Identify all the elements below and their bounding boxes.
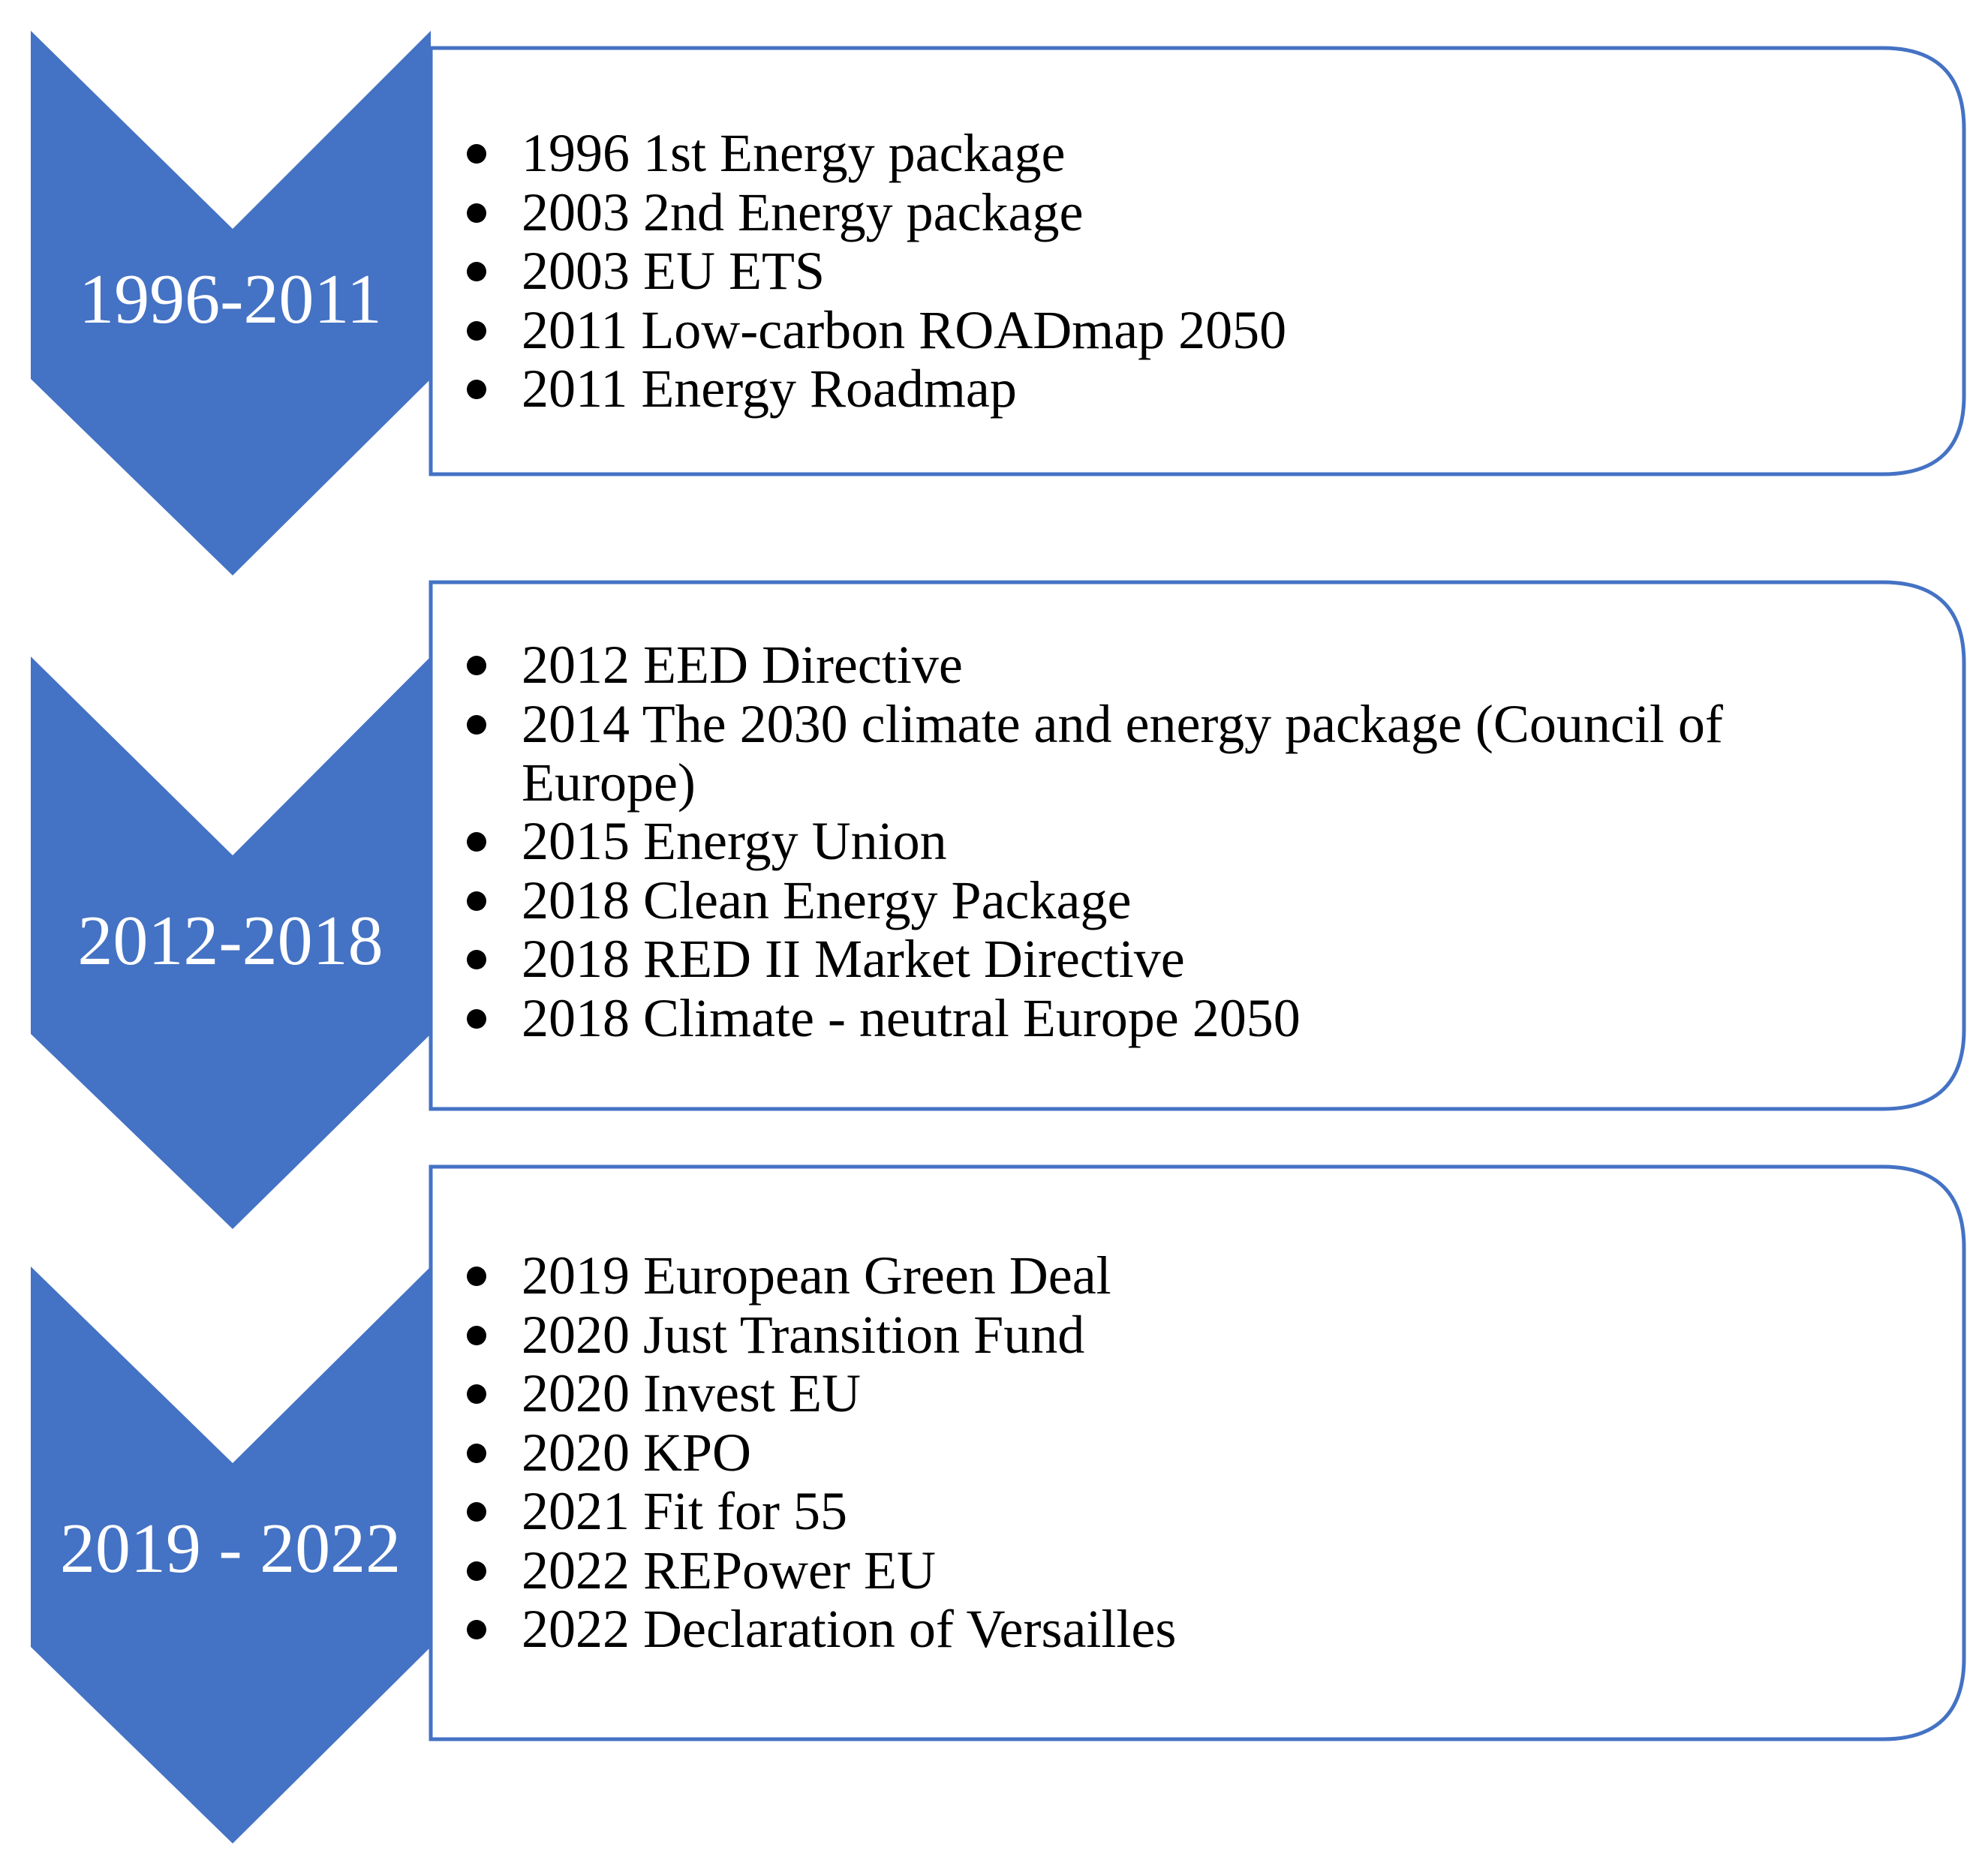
bullet-dot xyxy=(467,950,486,969)
bullet-dot xyxy=(467,832,486,852)
bullet-dot xyxy=(467,1326,486,1345)
event-item: 2012 EED Directive xyxy=(522,635,963,695)
event-line: 2020 Invest EU xyxy=(522,1363,861,1423)
event-list: 2012 EED Directive 2014 The 2030 climate… xyxy=(467,635,1723,1048)
bullet-dot xyxy=(467,1384,486,1404)
event-item: 2020 Just Transition Fund xyxy=(522,1305,1084,1365)
event-line: 2015 Energy Union xyxy=(522,811,947,871)
period-chevron xyxy=(31,657,431,1229)
event-line: 2020 KPO xyxy=(522,1423,751,1483)
event-line: 2012 EED Directive xyxy=(522,635,963,695)
period-label: 2012-2018 xyxy=(77,902,383,980)
event-line: 2014 The 2030 climate and energy package… xyxy=(522,694,1723,754)
event-item: 2020 Invest EU xyxy=(522,1363,861,1423)
event-item: 2018 Climate - neutral Europe 2050 xyxy=(522,988,1301,1048)
period-group: 2019 - 2022 2019 European Green Deal 202… xyxy=(31,1164,1966,1843)
event-line: 2003 EU ETS xyxy=(522,241,825,301)
period-label: 2019 - 2022 xyxy=(60,1510,401,1588)
event-item: 2003 EU ETS xyxy=(522,241,825,301)
bullet-dot xyxy=(467,1009,486,1029)
period-label: 1996-2011 xyxy=(79,260,382,338)
event-line: Europe) xyxy=(522,753,696,813)
period-group: 1996-2011 1996 1st Energy package 2003 2… xyxy=(31,31,1966,575)
event-item: 2014 The 2030 climate and energy package… xyxy=(522,694,1723,813)
events-box xyxy=(429,46,1966,476)
event-item: 2019 European Green Deal xyxy=(522,1246,1111,1306)
bullet-dot xyxy=(467,891,486,911)
bullet-dot xyxy=(467,262,486,281)
event-line: 2018 Clean Energy Package xyxy=(522,870,1131,930)
event-list: 2019 European Green Deal 2020 Just Trans… xyxy=(467,1246,1176,1659)
bullet-dot xyxy=(467,1561,486,1581)
bullet-dot xyxy=(467,1444,486,1463)
event-line: 2022 Declaration of Versailles xyxy=(522,1599,1176,1659)
event-item: 2018 RED II Market Directive xyxy=(522,929,1185,989)
period-group: 2012-2018 2012 EED Directive 2014 The 20… xyxy=(31,580,1966,1229)
event-item: 2018 Clean Energy Package xyxy=(522,870,1131,930)
bullet-dot xyxy=(467,1267,486,1286)
event-item: 2022 Declaration of Versailles xyxy=(522,1599,1176,1659)
bullet-dot xyxy=(467,380,486,399)
event-line: 2021 Fit for 55 xyxy=(522,1481,847,1541)
period-chevron xyxy=(31,1267,431,1843)
event-line: 2020 Just Transition Fund xyxy=(522,1305,1084,1365)
event-line: 2019 European Green Deal xyxy=(522,1246,1111,1306)
bullet-dot xyxy=(467,1502,486,1522)
event-line: 2018 Climate - neutral Europe 2050 xyxy=(522,988,1301,1048)
event-item: 2021 Fit for 55 xyxy=(522,1481,847,1541)
events-box xyxy=(429,1164,1966,1741)
bullet-dot xyxy=(467,1620,486,1639)
event-line: 2003 2nd Energy package xyxy=(522,182,1083,242)
event-item: 1996 1st Energy package xyxy=(522,123,1065,183)
bullet-dot xyxy=(467,656,486,675)
period-chevron xyxy=(31,31,431,575)
event-item: 2015 Energy Union xyxy=(522,811,947,871)
event-item: 2011 Low-carbon ROADmap 2050 xyxy=(522,300,1286,360)
bullet-dot xyxy=(467,144,486,164)
event-list: 1996 1st Energy package 2003 2nd Energy … xyxy=(467,123,1286,419)
bullet-dot xyxy=(467,321,486,341)
event-line: 2022 REPower EU xyxy=(522,1540,936,1600)
event-item: 2020 KPO xyxy=(522,1423,751,1483)
event-line: 2011 Low-carbon ROADmap 2050 xyxy=(522,300,1286,360)
event-line: 2011 Energy Roadmap xyxy=(522,359,1017,419)
bullet-dot xyxy=(467,203,486,223)
events-box xyxy=(429,580,1966,1111)
event-line: 1996 1st Energy package xyxy=(522,123,1065,183)
event-line: 2018 RED II Market Directive xyxy=(522,929,1185,989)
event-item: 2022 REPower EU xyxy=(522,1540,936,1600)
bullet-dot xyxy=(467,715,486,735)
event-item: 2011 Energy Roadmap xyxy=(522,359,1017,419)
event-item: 2003 2nd Energy package xyxy=(522,182,1083,242)
